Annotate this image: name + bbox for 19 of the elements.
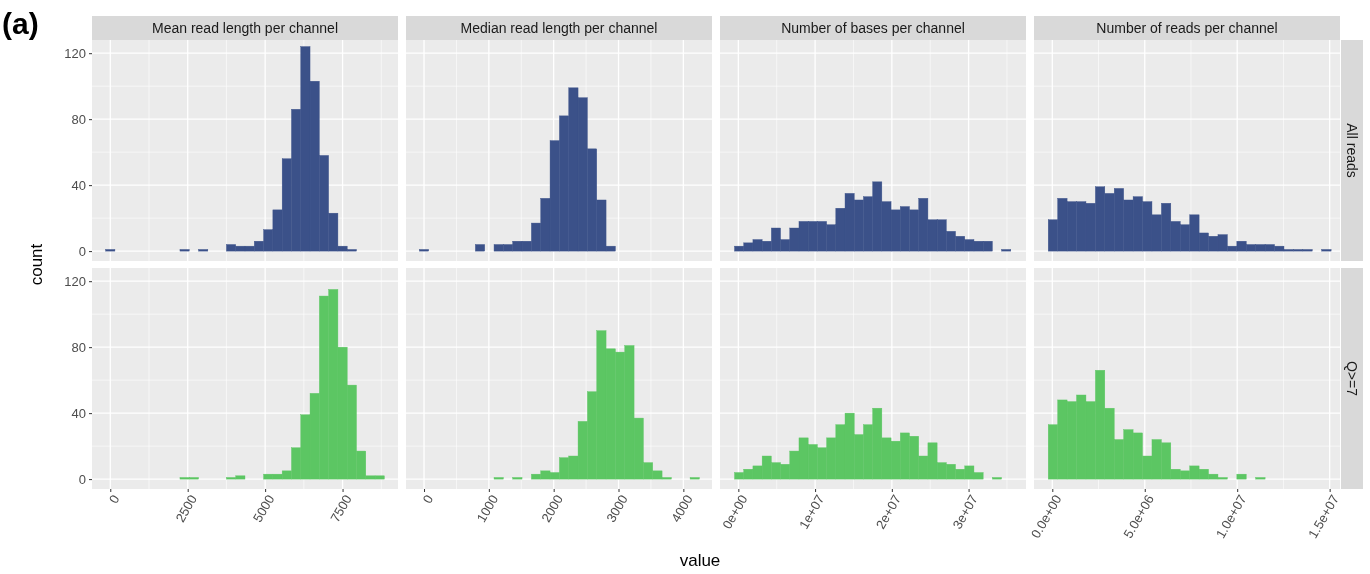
y-tick-label: 40 xyxy=(71,177,86,193)
chart-title: Number of reads per channel xyxy=(1096,19,1278,36)
x-tick-label: 0 xyxy=(105,492,123,507)
chart-title: Median read length per channel xyxy=(460,19,658,36)
y-tick-label: 0 xyxy=(78,471,86,487)
x-axis-title: value xyxy=(679,551,721,570)
chart-title: Number of bases per channel xyxy=(781,19,965,36)
y-tick-label: 120 xyxy=(64,45,86,61)
y-axis-title: count xyxy=(27,243,46,286)
y-tick-label: 80 xyxy=(71,339,86,355)
y-tick-label: 0 xyxy=(78,243,86,259)
y-tick-label: 80 xyxy=(71,111,86,127)
y2-axis-title: All reads xyxy=(1344,123,1361,178)
text: (a) xyxy=(2,7,39,40)
x-tick-label: 0 xyxy=(419,492,437,507)
y-tick-label: 40 xyxy=(71,405,86,421)
y2-axis-title: Q>=7 xyxy=(1344,360,1361,397)
y-tick-label: 120 xyxy=(64,273,86,289)
chart-title: Mean read length per channel xyxy=(151,19,339,36)
